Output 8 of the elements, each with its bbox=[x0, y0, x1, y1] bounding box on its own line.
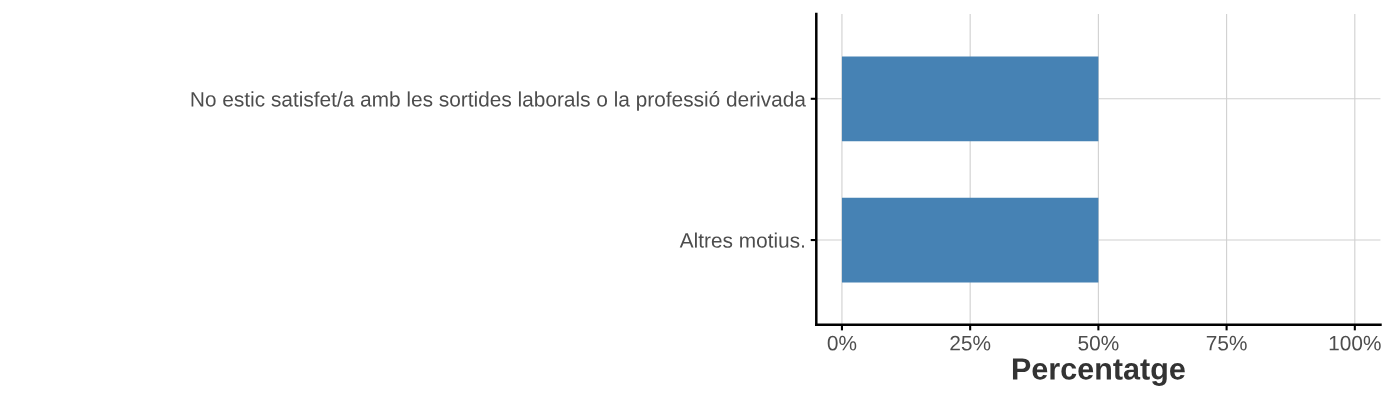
x-tick-label: 50% bbox=[1078, 335, 1119, 351]
x-tick-label: 75% bbox=[1206, 335, 1247, 351]
x-axis-title: Percentatge bbox=[1012, 358, 1185, 386]
y-tick-label: No estic satisfet/a amb les sortides laborals o la professió derivada bbox=[191, 91, 806, 111]
x-tick-label: 0% bbox=[827, 335, 857, 351]
x-tick-label: 100% bbox=[1329, 335, 1381, 351]
y-tick-label: Altres motius. bbox=[679, 232, 804, 248]
x-tick-label: 25% bbox=[950, 335, 991, 351]
